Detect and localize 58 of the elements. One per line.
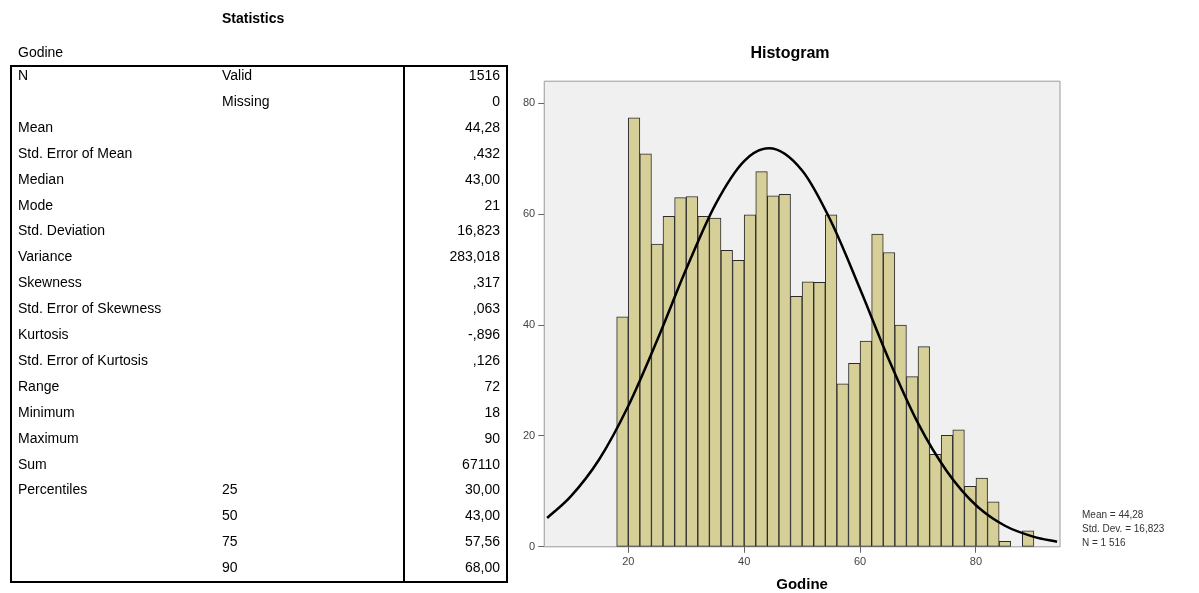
text: Mean	[18, 118, 54, 135]
x-tick-label: 40	[738, 555, 751, 568]
text: Percentiles	[18, 481, 88, 498]
text: Std. Error of Mean	[18, 144, 133, 161]
text: 283,018	[449, 248, 500, 265]
x-tick-label: 80	[969, 555, 983, 568]
text: 1516	[468, 67, 500, 83]
text: Std. Error of Skewness	[18, 300, 162, 317]
text: Std. Deviation	[18, 222, 106, 239]
text: 43,00	[464, 507, 500, 524]
y-tick-label: 80	[522, 96, 536, 109]
text: Range	[18, 377, 60, 394]
text: 30,00	[464, 481, 500, 498]
text: -,896	[468, 326, 500, 342]
text: 18	[484, 403, 500, 420]
y-tick-label: 20	[522, 428, 536, 441]
text: 90	[484, 429, 500, 446]
y-tick-label: 60	[522, 207, 536, 220]
x-tick-label: 20	[622, 555, 635, 568]
text: Missing	[222, 92, 270, 109]
text: 68,00	[464, 559, 500, 576]
text: 43,00	[464, 170, 500, 187]
text: 57,56	[464, 533, 500, 550]
text: 90	[222, 559, 238, 576]
text: Mean = 44,28	[1082, 508, 1144, 520]
text: 67110	[462, 455, 500, 472]
text: 50	[222, 507, 238, 524]
text: 25	[222, 481, 238, 498]
text: Std. Dev. = 16,823	[1082, 522, 1165, 534]
y-tick-label: 40	[522, 318, 536, 331]
text: ,126	[472, 351, 500, 368]
text: Mode	[18, 196, 54, 213]
text: Statistics	[222, 10, 285, 26]
text: 21	[484, 196, 500, 213]
text: ,063	[472, 300, 500, 317]
text: ,317	[472, 274, 500, 291]
x-axis-title: Godine	[776, 575, 828, 593]
text: Median	[18, 170, 64, 187]
y-tick-label: 0	[529, 539, 536, 552]
text: 0	[492, 92, 500, 109]
chart-title: Histogram	[750, 44, 830, 62]
text: N = 1 516	[1082, 536, 1127, 548]
text: Sum	[18, 455, 47, 472]
text: 16,823	[457, 222, 500, 239]
text: Skewness	[18, 274, 82, 291]
text: Variance	[18, 248, 73, 265]
text: Kurtosis	[18, 326, 69, 342]
text: 44,28	[464, 118, 500, 135]
text: Valid	[222, 67, 253, 83]
text: Godine	[18, 44, 64, 60]
text: Minimum	[18, 403, 75, 420]
x-tick-label: 60	[853, 555, 867, 568]
text: Maximum	[18, 429, 79, 446]
text: Std. Error of Kurtosis	[18, 351, 148, 368]
text: 72	[484, 377, 500, 394]
text: ,432	[472, 144, 500, 161]
text: 75	[222, 533, 238, 550]
text: N	[18, 67, 29, 83]
